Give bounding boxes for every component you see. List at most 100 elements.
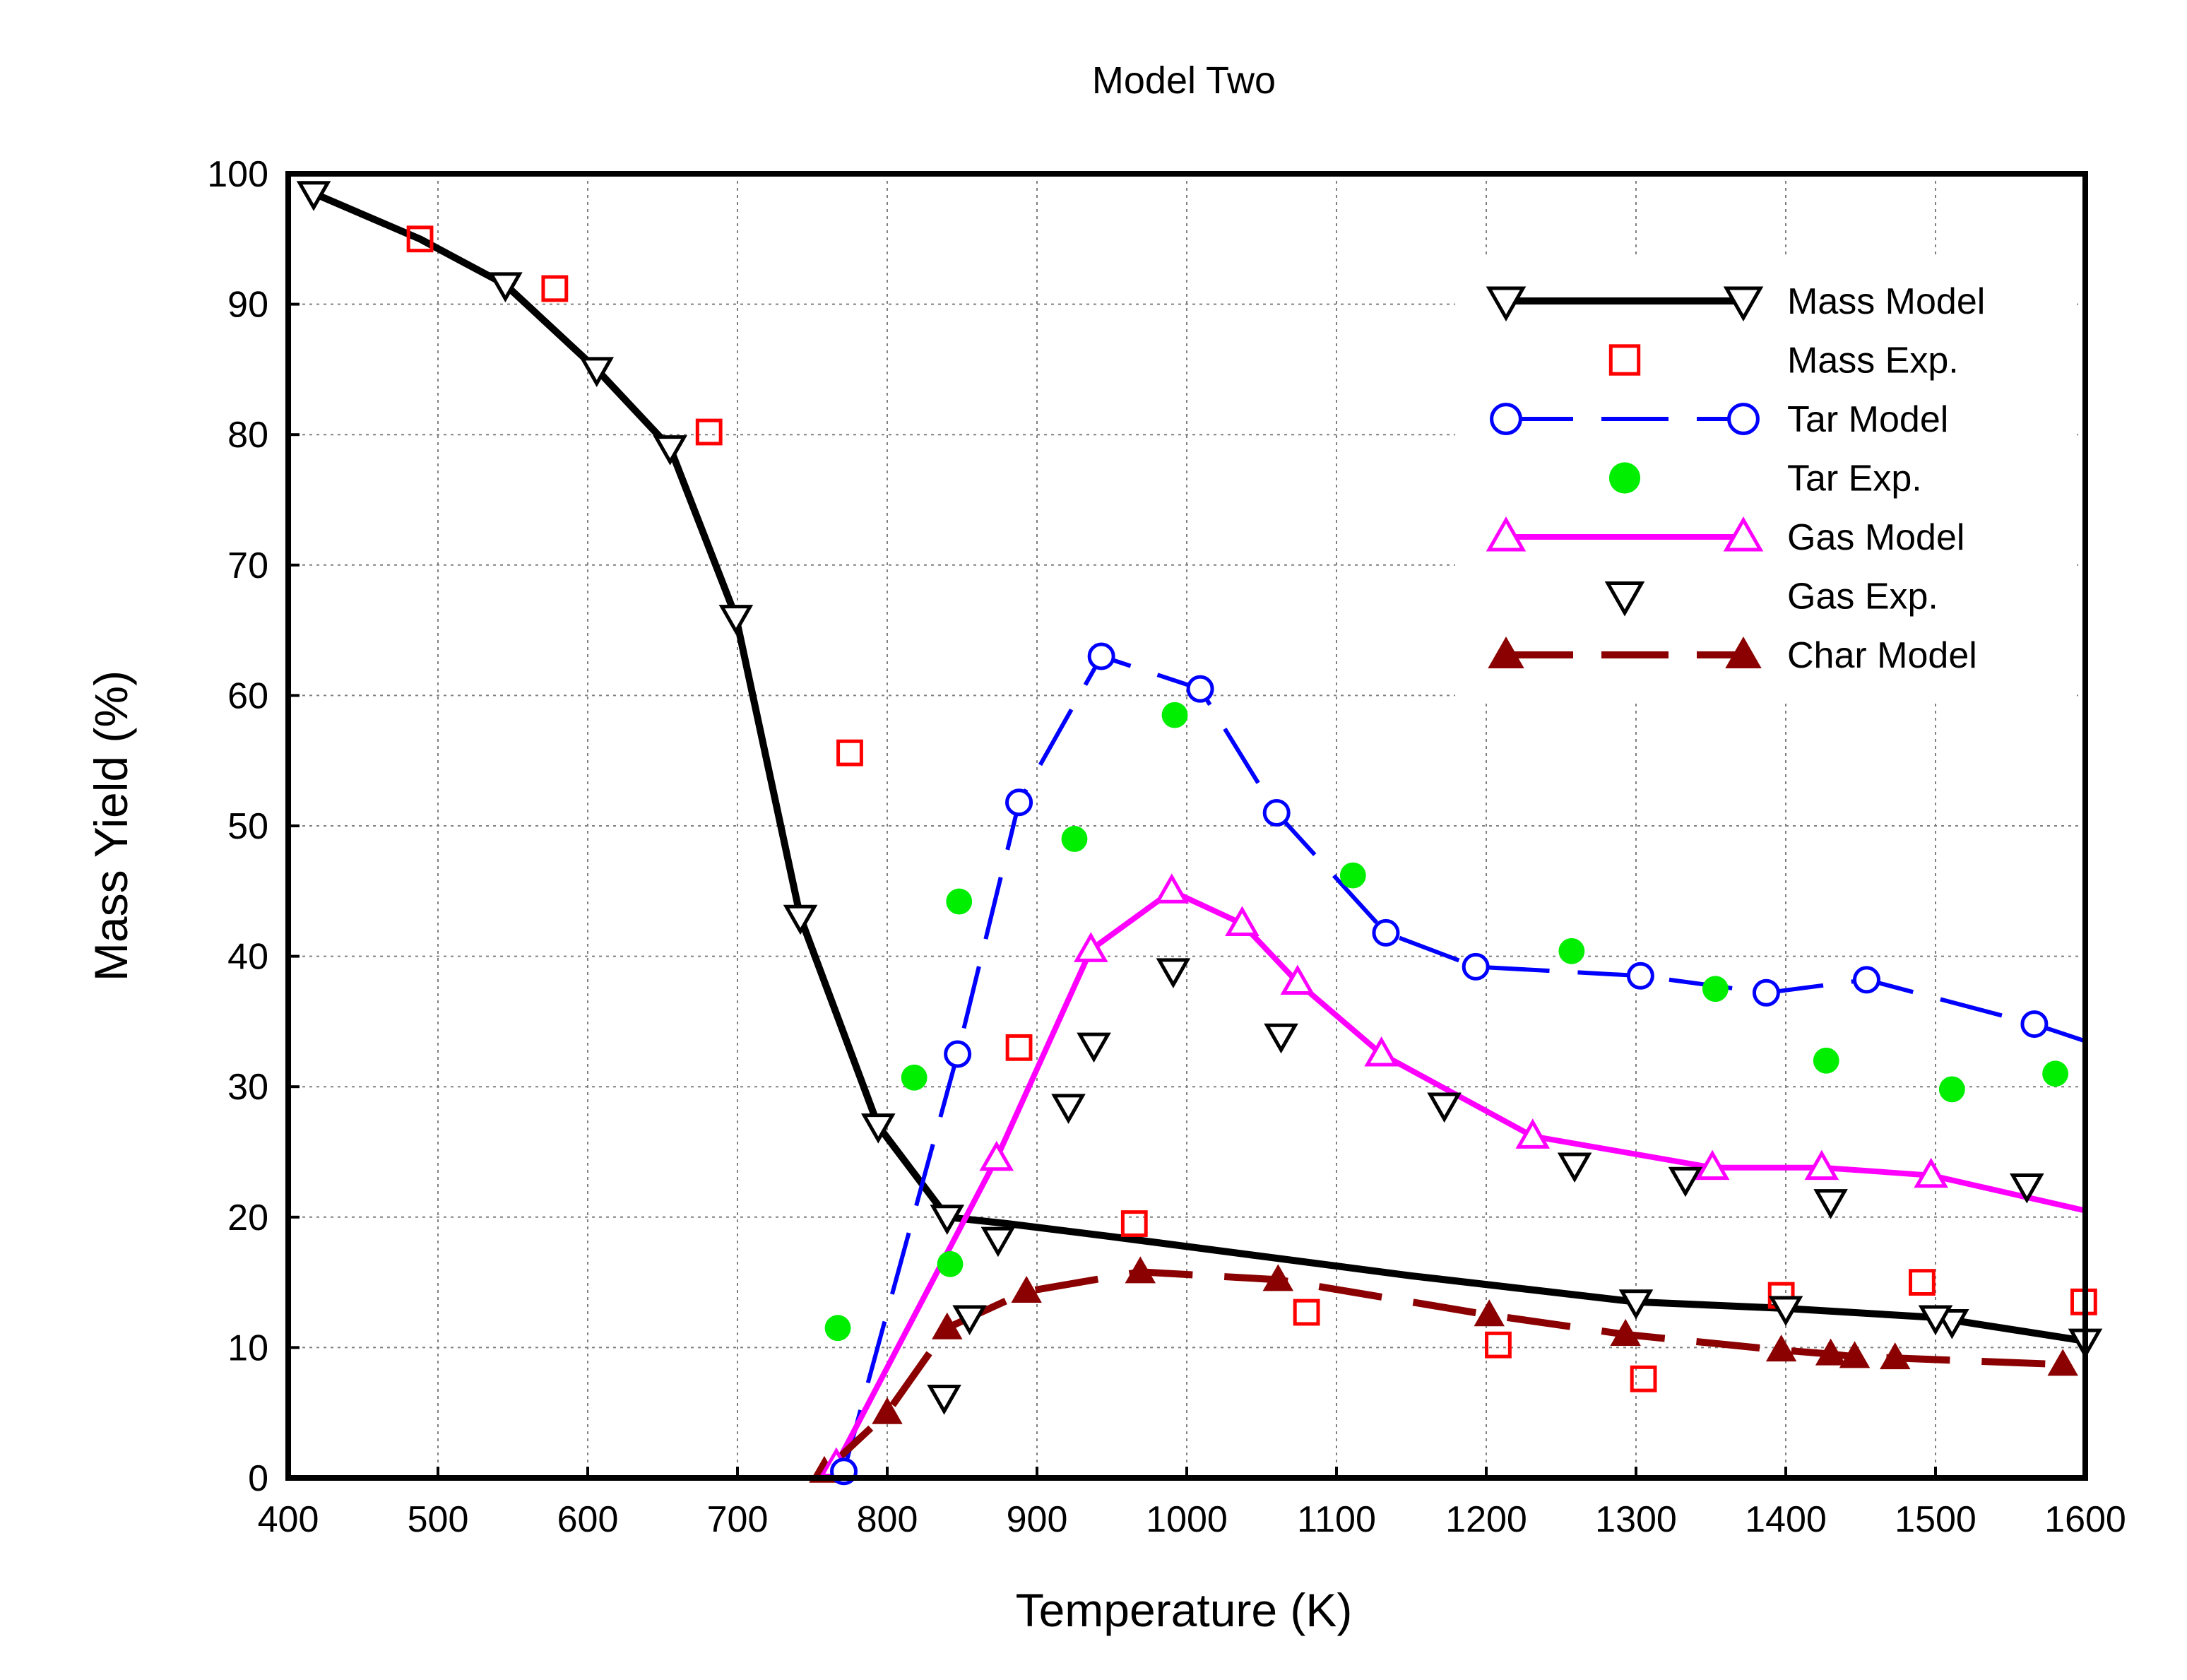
legend-label-gas-exp: Gas Exp. <box>1787 576 1938 617</box>
y-tick-label: 0 <box>248 1458 268 1499</box>
tar-exp-point <box>946 888 973 915</box>
gas-model-line <box>834 888 2085 1467</box>
x-axis-label: Temperature (K) <box>1016 1584 1353 1636</box>
gas-model-point <box>1914 1157 1948 1188</box>
char-model-point <box>932 1312 963 1339</box>
x-tick-label: 1200 <box>1445 1499 1527 1540</box>
tar-model-point <box>1005 788 1033 817</box>
gas-model-point <box>1225 906 1260 936</box>
legend-label-mass-model: Mass Model <box>1787 281 1985 322</box>
tar-exp-point <box>937 1250 964 1277</box>
y-tick-label: 60 <box>227 675 268 716</box>
mass-exp-point <box>1485 1331 1512 1359</box>
mass-exp-point <box>541 275 569 302</box>
legend-marker-gas-model <box>1723 516 1764 552</box>
mass-exp-point <box>1293 1299 1320 1326</box>
mass-exp-point <box>406 225 434 253</box>
char-model-point <box>1011 1276 1042 1303</box>
gas-model-point <box>1154 873 1190 904</box>
legend-label-tar-model: Tar Model <box>1787 399 1948 440</box>
mass-model-point <box>860 1113 896 1144</box>
legend-marker-mass-exp <box>1608 344 1641 376</box>
x-tick-label: 1100 <box>1297 1499 1376 1540</box>
tar-exp-point <box>1813 1047 1839 1074</box>
legend-background <box>1455 254 2077 699</box>
mass-model-point <box>488 272 523 302</box>
tar-exp-point <box>1558 937 1585 964</box>
mass-model-point <box>653 435 687 466</box>
legend-label-tar-exp: Tar Exp. <box>1787 459 1922 499</box>
mass-model-point <box>1768 1296 1803 1327</box>
axis-ticks: 400 500 600 700 800 900 1000 1100 1200 1300 1400 15… <box>207 154 2126 1540</box>
char-model-point <box>1839 1341 1871 1368</box>
x-tick-label: 900 <box>1007 1499 1068 1540</box>
x-tick-label: 1500 <box>1895 1499 1976 1540</box>
x-tick-label: 1000 <box>1146 1499 1228 1540</box>
tar-exp-point <box>1938 1076 1965 1103</box>
gas-model-point <box>1804 1149 1839 1181</box>
char-model-point <box>1765 1335 1797 1362</box>
mass-model-point <box>930 1205 965 1235</box>
gas-model-point <box>1364 1036 1399 1067</box>
char-model-point <box>1880 1342 1911 1370</box>
y-tick-label: 20 <box>227 1197 268 1238</box>
tar-model-point <box>1087 642 1115 670</box>
tar-exp-point <box>1339 862 1366 889</box>
tar-model-point <box>1372 918 1400 947</box>
tar-exp-point <box>2042 1060 2069 1087</box>
legend-marker-gas-exp <box>1604 581 1645 617</box>
tar-model-point <box>1752 978 1780 1007</box>
gas-model-point <box>1074 932 1108 962</box>
char-model-point <box>1474 1299 1505 1327</box>
y-tick-label: 90 <box>227 285 268 326</box>
gas-exp-point <box>1557 1152 1592 1183</box>
gas-exp-point <box>1051 1094 1086 1124</box>
x-tick-label: 1600 <box>2044 1499 2126 1540</box>
tar-model-point <box>1262 799 1291 827</box>
char-model-point <box>1815 1338 1847 1366</box>
gas-exp-point <box>927 1385 961 1415</box>
series-markers <box>296 181 2103 1486</box>
char-model-point <box>1262 1264 1294 1291</box>
x-tick-label: 800 <box>857 1499 918 1540</box>
y-tick-label: 50 <box>227 806 268 847</box>
legend-marker-tar-model <box>1727 403 1760 435</box>
mass-model-point <box>579 357 615 387</box>
legend-marker-mass-model <box>1486 286 1527 322</box>
char-model-point <box>1610 1318 1641 1346</box>
char-model-point <box>1125 1256 1156 1284</box>
legend-label-gas-model: Gas Model <box>1787 517 1964 558</box>
mass-exp-point <box>1120 1210 1148 1237</box>
tar-exp-point <box>1061 826 1088 852</box>
gas-exp-point <box>1813 1189 1848 1219</box>
legend-marker-tar-model <box>1490 403 1522 435</box>
x-tick-label: 1400 <box>1745 1499 1827 1540</box>
gas-exp-point <box>1156 958 1191 988</box>
y-tick-label: 10 <box>227 1327 268 1368</box>
legend-marker-char-model <box>1488 636 1524 668</box>
mass-exp-point <box>1630 1365 1657 1392</box>
gas-model-point <box>1515 1118 1551 1149</box>
chart-title: Model Two <box>1092 59 1276 102</box>
mass-model-point <box>1618 1289 1654 1320</box>
tar-model-point <box>1852 966 1880 994</box>
x-tick-label: 500 <box>408 1499 469 1540</box>
tar-model-point <box>944 1040 972 1068</box>
tar-exp-point <box>1702 976 1729 1002</box>
gas-exp-point <box>2010 1173 2044 1204</box>
legend: Mass Model Mass Exp. Tar Model Tar Exp. Gas … <box>1486 281 1985 676</box>
y-tick-label: 80 <box>227 415 268 456</box>
gas-exp-point <box>1077 1032 1111 1063</box>
legend-label-mass-exp: Mass Exp. <box>1787 341 1959 381</box>
tar-exp-point <box>1161 702 1188 728</box>
mass-model-point <box>1918 1305 1953 1335</box>
legend-label-char-model: Char Model <box>1787 635 1977 676</box>
mass-model-point <box>718 605 754 635</box>
tar-model-point <box>1626 962 1654 990</box>
gas-exp-point <box>1427 1092 1462 1123</box>
x-tick-label: 600 <box>557 1499 619 1540</box>
gas-exp-point <box>1668 1166 1703 1197</box>
y-tick-label: 100 <box>207 154 268 195</box>
